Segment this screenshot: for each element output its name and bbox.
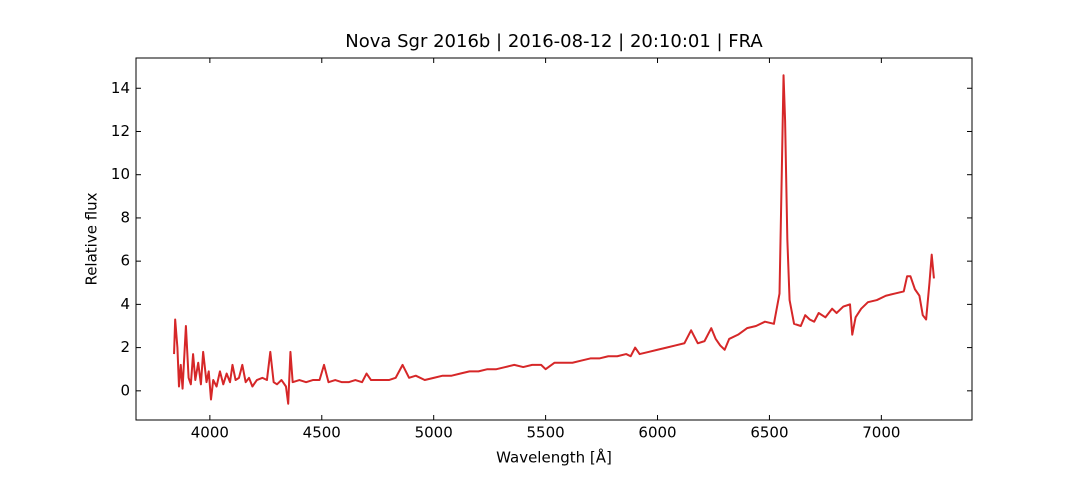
x-axis-label: Wavelength [Å] [496, 448, 612, 467]
x-tick-label: 5500 [527, 424, 565, 442]
y-tick-label: 12 [111, 122, 130, 140]
chart-title: Nova Sgr 2016b | 2016-08-12 | 20:10:01 |… [345, 31, 763, 52]
x-tick-label: 6000 [638, 424, 676, 442]
x-tick-label: 7000 [862, 424, 900, 442]
x-tick-label: 4500 [303, 424, 341, 442]
plot-frame [135, 57, 973, 421]
y-tick-label: 8 [120, 208, 130, 226]
y-tick-label: 2 [120, 338, 130, 356]
x-tick-label: 4000 [191, 424, 229, 442]
x-tick-label: 6500 [750, 424, 788, 442]
y-tick-label: 4 [120, 295, 130, 313]
y-tick-label: 10 [111, 165, 130, 183]
y-tick-label: 14 [111, 79, 130, 97]
spectrum-line [173, 74, 935, 405]
y-tick-label: 6 [120, 252, 130, 270]
x-tick-label: 5000 [415, 424, 453, 442]
y-axis-label: Relative flux [83, 192, 101, 285]
y-tick-label: 0 [120, 381, 130, 399]
